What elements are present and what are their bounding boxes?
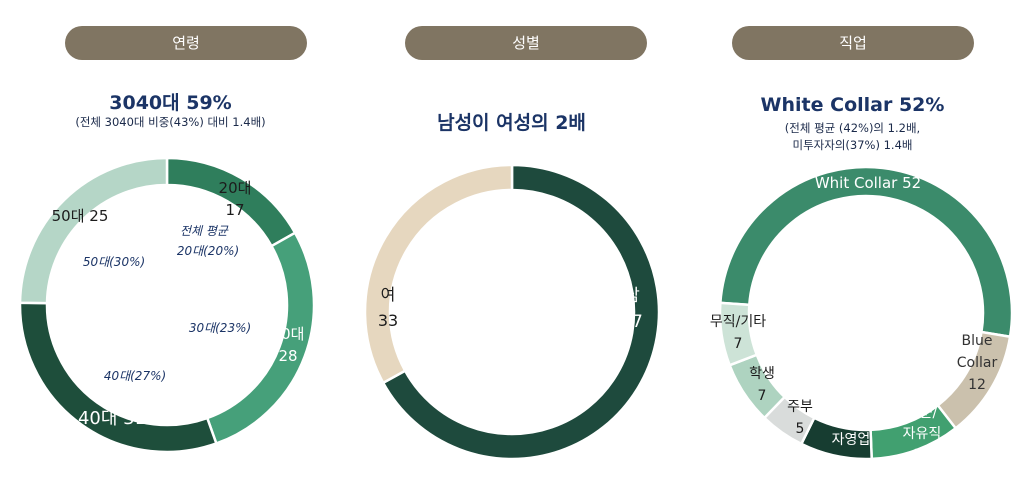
avg-40s-annotation: 40대(27%) <box>104 369 166 383</box>
age-headline: 3040대 59% <box>109 92 232 114</box>
slice-남 <box>381 163 661 461</box>
slice-label-무직-기타: 무직/기타 7 <box>710 314 766 352</box>
avg-50s-annotation: 50대(30%) <box>83 255 145 269</box>
avg-30s-annotation: 30대(23%) <box>189 321 251 335</box>
slice-label-학생: 학생 7 <box>749 366 775 404</box>
slice-label-20대: 20대 17 <box>219 179 252 219</box>
age-subline: (전체 3040대 비중(43%) 대비 1.4배) <box>75 115 266 129</box>
age-title-pill: 연령 <box>65 26 307 60</box>
age-panel: 연령 3040대 59% (전체 3040대 비중(43%) 대비 1.4배) … <box>0 0 341 500</box>
gender-headline: 남성이 여성의 2배 <box>437 112 586 134</box>
slice-label-40대: 40대 31 <box>78 408 146 429</box>
slice-whit-collar <box>719 165 1014 339</box>
avg-20s-annotation: 20대(20%) <box>177 244 239 258</box>
job-panel: 직업 White Collar 52% (전체 평균 (42%)의 1.2배, … <box>682 0 1023 500</box>
slice-label-여: 여 33 <box>378 285 398 330</box>
job-subline-1: (전체 평균 (42%)의 1.2배, <box>784 121 921 135</box>
slice-label-자영업: 자영업 8 <box>832 432 871 472</box>
slice-label-전문-자유직: 전문/자유직 10 <box>903 405 942 463</box>
slice-label-whit-collar: Whit Collar 52 <box>815 174 921 192</box>
job-donut-chart: Whit Collar 52 Blue Collar 12 전문/자유직 10 자영업 8 주부… <box>710 165 1014 472</box>
gender-title-pill: 성별 <box>405 26 647 60</box>
gender-panel: 성별 남성이 여성의 2배 남 67 여 33 <box>341 0 682 500</box>
slice-label-50대: 50대 25 <box>52 207 109 225</box>
gender-donut-chart: 남 67 여 33 <box>363 163 661 461</box>
job-headline: White Collar 52% <box>760 94 945 116</box>
job-title-pill: 직업 <box>732 26 974 60</box>
slice-여 <box>363 163 514 385</box>
slice-label-blue-collar: Blue Collar 12 <box>957 333 998 393</box>
job-subline-2: 미투자자의(37%) 1.4배 <box>792 138 913 152</box>
avg-title-annotation: 전체 평균 <box>180 224 229 238</box>
slice-50대 <box>18 156 169 305</box>
slice-label-남: 남 67 <box>621 286 643 332</box>
age-donut-chart: 20대 17 30대 28 40대 31 50대 25 전체 평균 20대(20%) 30대(2… <box>18 156 316 454</box>
slice-무직-기타 <box>718 301 759 367</box>
slice-label-30대: 30대 28 <box>272 325 305 365</box>
slice-label-주부: 주부 5 <box>787 399 813 437</box>
